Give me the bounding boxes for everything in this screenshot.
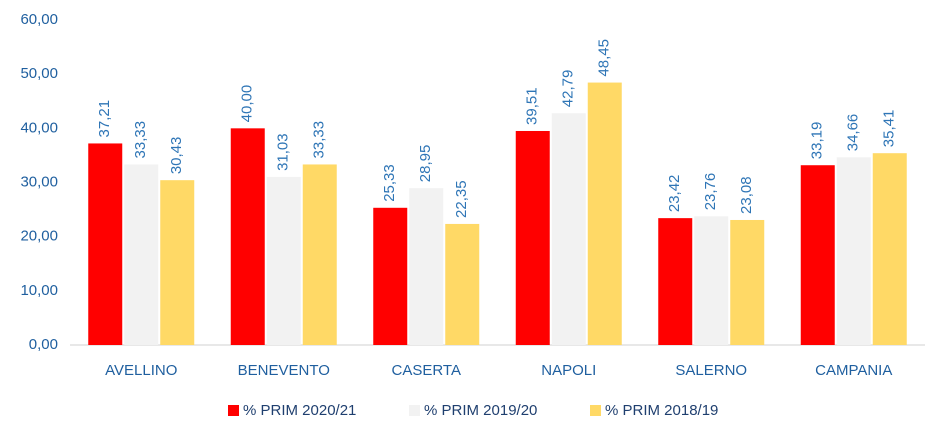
value-label: 25,33 xyxy=(381,164,398,202)
bar xyxy=(515,130,550,345)
bar xyxy=(409,188,444,345)
value-label: 34,66 xyxy=(845,114,862,152)
value-label: 35,41 xyxy=(881,110,898,148)
bar xyxy=(160,180,195,345)
bar xyxy=(836,157,871,345)
bar xyxy=(694,216,729,345)
value-label: 31,03 xyxy=(275,133,292,171)
bar xyxy=(373,207,408,345)
bar xyxy=(266,176,301,345)
legend-label: % PRIM 2020/21 xyxy=(243,402,356,419)
bar xyxy=(302,164,337,345)
y-tick-label: 60,00 xyxy=(20,11,58,28)
y-tick-label: 10,00 xyxy=(20,282,58,299)
x-tick-label: CAMPANIA xyxy=(815,362,892,379)
value-label: 33,33 xyxy=(311,121,328,159)
y-tick-label: 40,00 xyxy=(20,119,58,136)
bar xyxy=(88,143,123,345)
bar xyxy=(551,113,586,346)
value-label: 23,76 xyxy=(702,173,719,211)
value-label: 42,79 xyxy=(560,70,577,108)
y-tick-label: 30,00 xyxy=(20,173,58,190)
value-label: 33,19 xyxy=(809,122,826,160)
value-label: 40,00 xyxy=(239,85,256,123)
legend-label: % PRIM 2019/20 xyxy=(424,402,537,419)
bar xyxy=(730,219,765,345)
x-tick-label: NAPOLI xyxy=(541,362,596,379)
legend-marker xyxy=(228,405,239,416)
value-label: 22,35 xyxy=(453,180,470,218)
value-label: 37,21 xyxy=(96,100,113,138)
legend-label: % PRIM 2018/19 xyxy=(605,402,718,419)
legend-marker xyxy=(409,405,420,416)
bar xyxy=(124,164,159,345)
value-label: 48,45 xyxy=(596,39,613,77)
bar xyxy=(872,153,907,345)
value-label: 33,33 xyxy=(132,121,149,159)
value-label: 30,43 xyxy=(168,137,185,175)
legend-marker xyxy=(590,405,601,416)
bar xyxy=(230,128,265,345)
x-tick-label: CASERTA xyxy=(392,362,461,379)
y-tick-label: 0,00 xyxy=(29,336,58,353)
value-label: 28,95 xyxy=(417,145,434,183)
value-label: 23,08 xyxy=(738,176,755,214)
value-label: 39,51 xyxy=(524,87,541,125)
bar xyxy=(445,223,480,345)
bar xyxy=(587,82,622,345)
y-tick-label: 20,00 xyxy=(20,228,58,245)
y-tick-label: 50,00 xyxy=(20,65,58,82)
x-tick-label: SALERNO xyxy=(675,362,747,379)
bar xyxy=(800,165,835,345)
bar xyxy=(658,218,693,345)
value-label: 23,42 xyxy=(666,175,683,213)
x-tick-label: AVELLINO xyxy=(105,362,177,379)
x-tick-label: BENEVENTO xyxy=(238,362,330,379)
